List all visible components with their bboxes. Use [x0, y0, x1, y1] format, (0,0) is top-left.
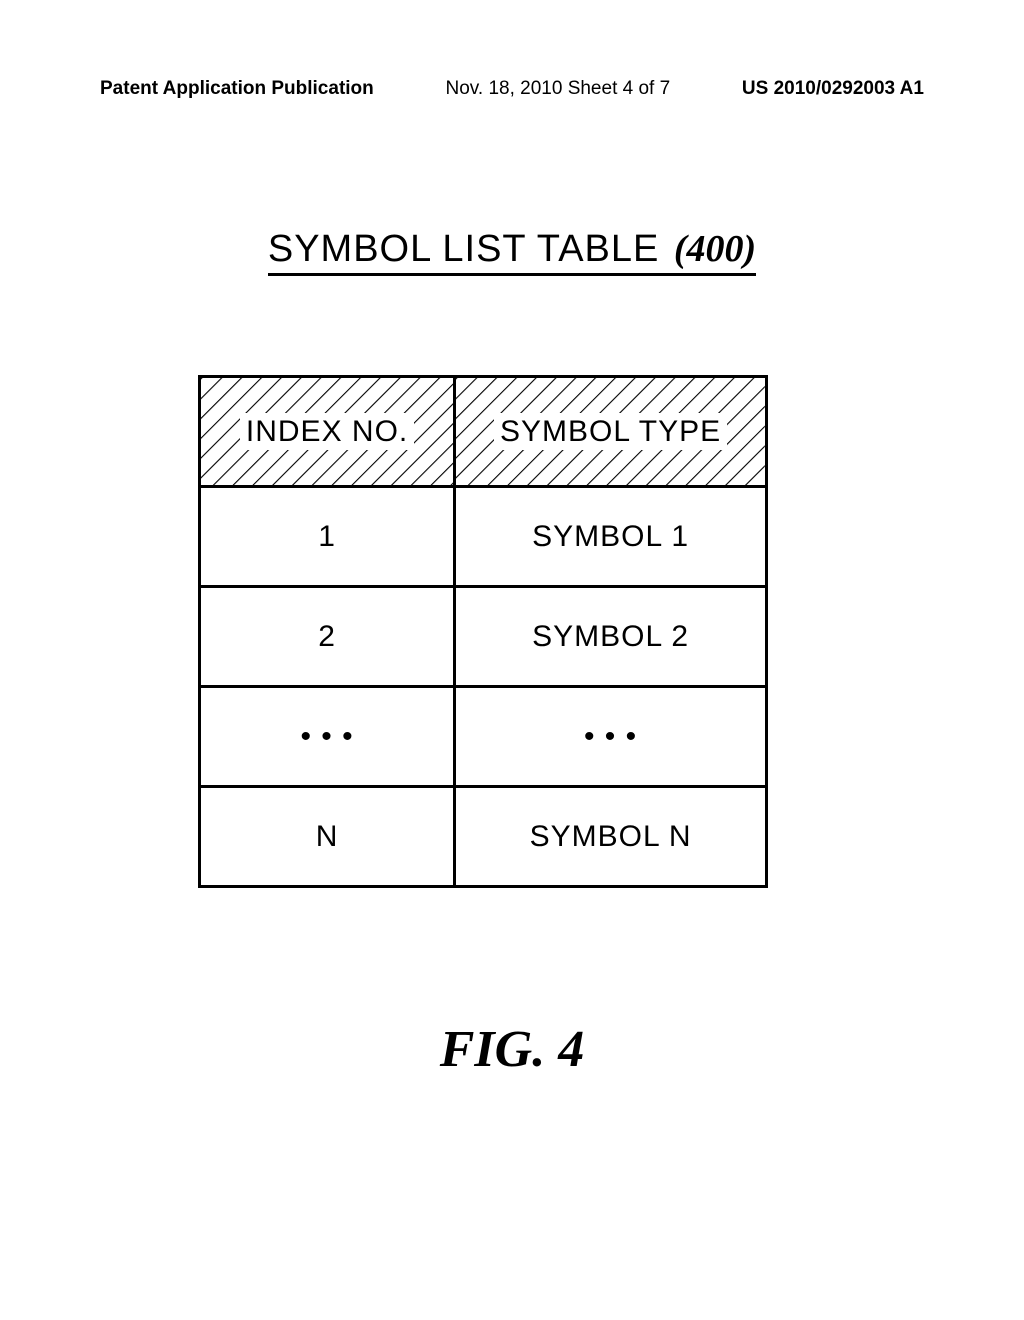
symbol-list-table: INDEX NO. SYMBOL TYPE 1 SYMBOL 1 2 SYMBO… [198, 375, 768, 888]
header-publication: Patent Application Publication [100, 78, 374, 100]
cell-symbol: SYMBOL 2 [455, 587, 767, 687]
table-row-ellipsis: • • • • • • [200, 687, 767, 787]
table-header-row: INDEX NO. SYMBOL TYPE [200, 377, 767, 487]
figure-title: SYMBOL LIST TABLE (400) [0, 227, 1024, 276]
column-header-symbol-type: SYMBOL TYPE [455, 377, 767, 487]
cell-ellipsis: • • • [455, 687, 767, 787]
table-row: N SYMBOL N [200, 787, 767, 887]
table-row: 2 SYMBOL 2 [200, 587, 767, 687]
cell-symbol: SYMBOL N [455, 787, 767, 887]
column-header-index: INDEX NO. [200, 377, 455, 487]
page-header: Patent Application Publication Nov. 18, … [0, 78, 1024, 100]
cell-index: 2 [200, 587, 455, 687]
cell-index: 1 [200, 487, 455, 587]
figure-number-label: FIG. 4 [0, 1020, 1024, 1079]
title-reference-number: (400) [674, 228, 756, 270]
title-text: SYMBOL LIST TABLE [268, 228, 660, 270]
cell-index: N [200, 787, 455, 887]
header-date-sheet: Nov. 18, 2010 Sheet 4 of 7 [446, 78, 671, 100]
column-header-symbol-type-label: SYMBOL TYPE [494, 413, 727, 450]
cell-ellipsis: • • • [200, 687, 455, 787]
cell-symbol: SYMBOL 1 [455, 487, 767, 587]
header-pub-number: US 2010/0292003 A1 [742, 78, 924, 100]
table-row: 1 SYMBOL 1 [200, 487, 767, 587]
column-header-index-label: INDEX NO. [240, 413, 414, 450]
